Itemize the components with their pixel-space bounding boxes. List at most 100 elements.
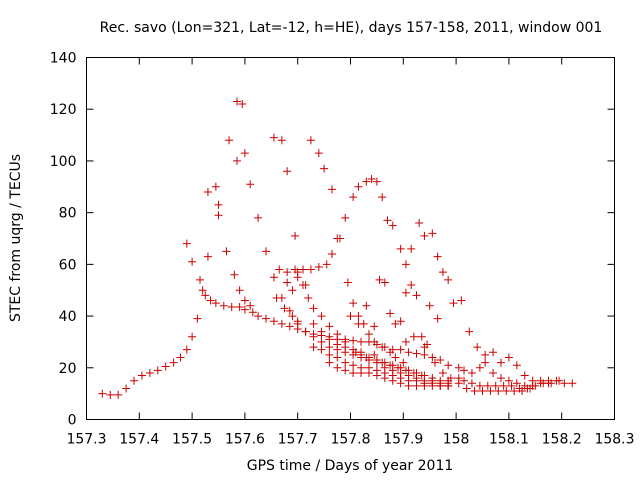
data-point bbox=[386, 309, 395, 318]
data-point bbox=[137, 371, 146, 380]
data-point bbox=[354, 319, 363, 328]
data-point bbox=[362, 177, 371, 186]
x-tick-label: 158.3 bbox=[594, 432, 634, 448]
data-point bbox=[481, 350, 490, 359]
y-tick-label: 100 bbox=[50, 154, 77, 170]
data-point bbox=[254, 312, 263, 321]
data-point bbox=[417, 332, 426, 341]
data-point bbox=[176, 353, 185, 362]
data-point bbox=[188, 332, 197, 341]
data-point bbox=[301, 327, 310, 336]
data-point bbox=[288, 286, 297, 295]
data-series bbox=[98, 97, 577, 399]
data-point bbox=[354, 312, 363, 321]
data-point bbox=[320, 164, 329, 173]
data-point bbox=[396, 379, 405, 388]
data-point bbox=[372, 177, 381, 186]
x-tick-label: 157.7 bbox=[278, 432, 318, 448]
data-point bbox=[396, 244, 405, 253]
data-point bbox=[298, 281, 307, 290]
data-point bbox=[412, 381, 421, 390]
data-point bbox=[512, 379, 521, 388]
data-point bbox=[325, 358, 334, 367]
data-point bbox=[364, 330, 373, 339]
data-point bbox=[547, 379, 556, 388]
data-point bbox=[364, 368, 373, 377]
data-point bbox=[436, 381, 445, 390]
data-point bbox=[407, 281, 416, 290]
data-point bbox=[449, 299, 458, 308]
data-point bbox=[460, 376, 469, 385]
data-point bbox=[293, 273, 302, 282]
data-point bbox=[262, 314, 271, 323]
data-point bbox=[269, 133, 278, 142]
data-point bbox=[420, 381, 429, 390]
data-point bbox=[357, 337, 366, 346]
data-point bbox=[203, 252, 212, 261]
x-axis: 157.3 157.4 157.5 157.6 157.7 157.8 157.9 158 15… bbox=[66, 57, 635, 448]
y-tick-label: 40 bbox=[59, 309, 77, 325]
data-point bbox=[430, 358, 439, 367]
data-point bbox=[309, 319, 318, 328]
y-tick-label: 140 bbox=[50, 51, 77, 67]
data-point bbox=[409, 332, 418, 341]
data-point bbox=[343, 278, 352, 287]
data-point bbox=[436, 356, 445, 365]
data-point bbox=[531, 381, 540, 390]
data-point bbox=[401, 337, 410, 346]
data-point bbox=[386, 348, 395, 357]
data-point bbox=[306, 265, 315, 274]
data-point bbox=[288, 312, 297, 321]
data-point bbox=[317, 327, 326, 336]
data-point bbox=[444, 275, 453, 284]
data-point bbox=[446, 374, 455, 383]
data-point bbox=[415, 218, 424, 227]
data-point bbox=[325, 350, 334, 359]
data-point bbox=[475, 363, 484, 372]
y-tick-label: 120 bbox=[50, 102, 77, 118]
data-point bbox=[372, 356, 381, 365]
data-point bbox=[349, 193, 358, 202]
data-point bbox=[396, 317, 405, 326]
data-point bbox=[317, 345, 326, 354]
data-point bbox=[510, 387, 519, 396]
x-tick-label: 157.8 bbox=[330, 432, 370, 448]
data-point bbox=[322, 260, 331, 269]
data-point bbox=[227, 303, 236, 312]
data-point bbox=[182, 345, 191, 354]
data-point bbox=[328, 185, 337, 194]
data-point bbox=[486, 387, 495, 396]
data-point bbox=[499, 381, 508, 390]
data-point bbox=[420, 343, 429, 352]
data-point bbox=[293, 319, 302, 328]
data-point bbox=[370, 350, 379, 359]
data-point bbox=[404, 366, 413, 375]
data-point bbox=[433, 252, 442, 261]
data-point bbox=[130, 376, 139, 385]
data-point bbox=[502, 387, 511, 396]
data-point bbox=[262, 247, 271, 256]
data-point bbox=[230, 270, 239, 279]
x-tick-label: 157.9 bbox=[383, 432, 423, 448]
data-point bbox=[481, 358, 490, 367]
data-point bbox=[404, 381, 413, 390]
data-point bbox=[433, 314, 442, 323]
x-tick-label: 158 bbox=[443, 432, 470, 448]
y-tick-label: 20 bbox=[59, 361, 77, 377]
y-tick-label: 60 bbox=[59, 257, 77, 273]
data-point bbox=[283, 268, 292, 277]
data-point bbox=[314, 149, 323, 158]
data-point bbox=[401, 260, 410, 269]
data-point bbox=[380, 278, 389, 287]
data-point bbox=[412, 349, 421, 358]
x-axis-title: GPS time / Days of year 2011 bbox=[247, 458, 454, 474]
data-point bbox=[362, 301, 371, 310]
data-point bbox=[420, 231, 429, 240]
data-point bbox=[333, 234, 342, 243]
data-point bbox=[232, 97, 241, 106]
data-point bbox=[396, 363, 405, 372]
data-point bbox=[401, 288, 410, 297]
data-point bbox=[378, 343, 387, 352]
data-point bbox=[306, 136, 315, 145]
x-tick-label: 157.4 bbox=[119, 432, 159, 448]
